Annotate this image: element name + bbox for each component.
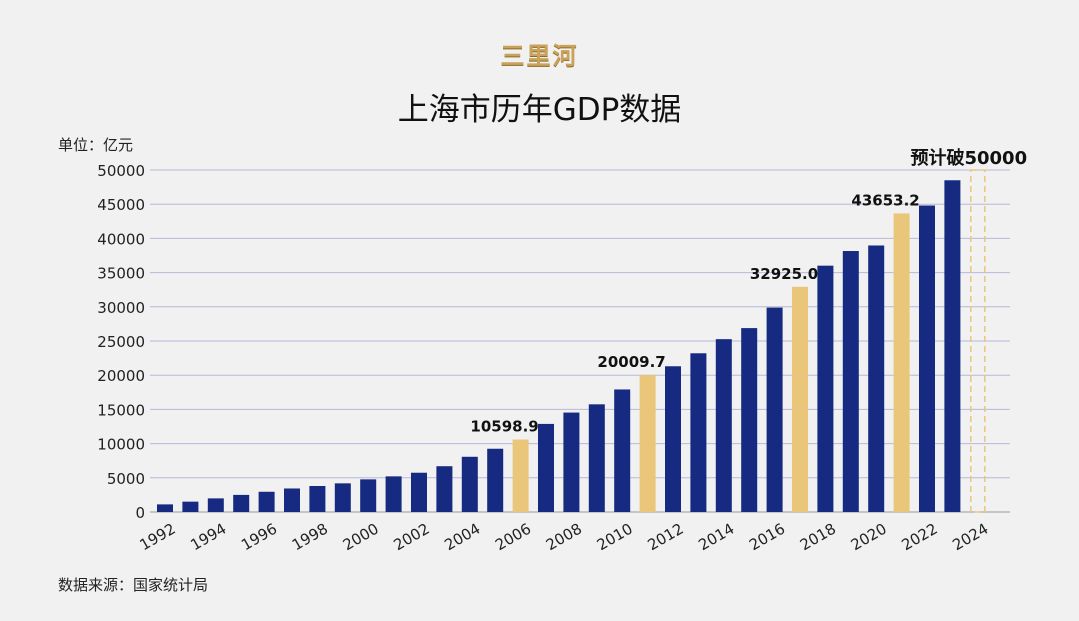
bar-2021 [893,213,910,512]
bar-2014 [715,339,732,512]
data-label: 43653.2 [851,191,919,209]
x-tick-label: 2010 [594,520,636,555]
unit-label: 单位：亿元 [58,136,134,154]
x-tick-label: 2014 [695,520,737,555]
y-tick-label: 25000 [97,333,145,351]
x-tick-label: 2006 [492,520,534,555]
bar-2017 [792,286,808,512]
bar-2008 [563,412,580,512]
chart-title: 上海市历年GDP数据 [397,92,682,128]
bar-1992 [157,504,173,512]
x-tick-label: 1992 [137,520,179,555]
data-label: 10598.9 [470,418,538,436]
bar-2007 [538,423,554,512]
bar-2023 [944,180,961,512]
bar-2022 [919,205,935,512]
bar-1998 [309,486,326,512]
bar-1995 [233,494,250,512]
bar-1996 [258,491,275,512]
bar-2011 [639,375,656,512]
bar-2005 [487,448,504,512]
bar-2015 [741,328,758,512]
x-tick-label: 1996 [238,520,280,555]
x-tick-label: 1994 [187,520,229,555]
bar-2006 [512,439,529,512]
y-tick-label: 5000 [107,470,145,488]
bar-1999 [334,483,351,512]
y-tick-label: 20000 [97,367,145,385]
bar-2020 [868,245,885,512]
bar-2003 [436,466,453,512]
bar-2016 [766,307,783,512]
bar-1997 [284,488,300,512]
brand-logo: 三里河 [500,42,579,70]
bar-1994 [207,498,224,512]
bar-2012 [665,366,681,512]
x-tick-label: 2020 [848,520,890,555]
data-label: 20009.7 [597,353,665,371]
bar-1993 [182,501,199,512]
x-tick-label: 2022 [899,520,941,555]
y-tick-label: 40000 [97,230,145,248]
y-tick-label: 45000 [97,196,145,214]
bar-2013 [690,353,707,512]
bar-2010 [614,389,631,512]
x-tick-label: 2000 [340,520,382,555]
forecast-bar [970,169,986,513]
bar-2009 [588,404,605,512]
y-tick-label: 35000 [97,265,145,283]
x-tick-label: 2008 [543,520,585,555]
x-tick-label: 2016 [746,520,788,555]
source-label: 数据来源：国家统计局 [58,576,209,594]
bar-2018 [817,265,834,512]
y-tick-label: 10000 [97,436,145,454]
bar-2002 [411,472,427,512]
x-tick-label: 2004 [441,520,483,555]
x-tick-label: 2018 [797,520,839,555]
data-label: 32925.0 [750,265,818,283]
x-tick-label: 2002 [391,520,433,555]
forecast-label: 预计破50000 [910,147,1027,169]
bar-2004 [461,456,478,512]
y-tick-label: 30000 [97,299,145,317]
x-tick-label: 2024 [949,520,991,555]
bar-2019 [842,251,859,512]
bar-2000 [360,479,377,512]
bar-2001 [385,476,402,512]
y-tick-label: 0 [135,504,145,522]
x-tick-label: 2012 [645,520,687,555]
y-tick-label: 50000 [97,162,145,180]
x-tick-label: 1998 [289,520,331,555]
y-tick-label: 15000 [97,401,145,419]
